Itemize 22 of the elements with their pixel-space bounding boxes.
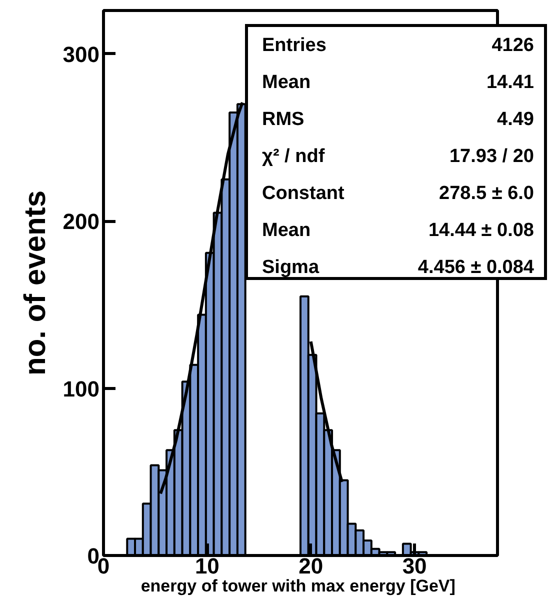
annotation: RMS	[261, 108, 306, 132]
annotation: χ² / ndf	[261, 144, 326, 169]
annotation: 4.49	[496, 108, 535, 132]
x-tick-label: 30	[402, 554, 427, 578]
annotation: 17.93 / 20	[448, 144, 535, 169]
y-tick-label: 100	[62, 376, 100, 402]
annotation: 4.456 ± 0.084	[416, 256, 535, 280]
annotation: 278.5 ± 6.0	[438, 182, 535, 206]
annotation: 14.44 ± 0.08	[427, 218, 535, 243]
annotation: Mean	[261, 218, 312, 243]
annotation: Constant	[261, 182, 346, 206]
annotation: Mean	[261, 70, 312, 95]
annotation: 14.41	[485, 70, 535, 95]
x-axis-title: energy of tower with max energy [GeV]	[140, 576, 456, 596]
annotation: Sigma	[261, 256, 320, 280]
y-axis-title: no. of events	[18, 190, 52, 376]
y-tick-label: 200	[62, 209, 100, 234]
annotation: 4126	[490, 34, 535, 58]
x-tick-label: 10	[194, 554, 220, 578]
annotation: Entries	[261, 34, 328, 58]
x-tick-label: 20	[298, 554, 324, 578]
y-tick-label: 300	[62, 42, 100, 67]
